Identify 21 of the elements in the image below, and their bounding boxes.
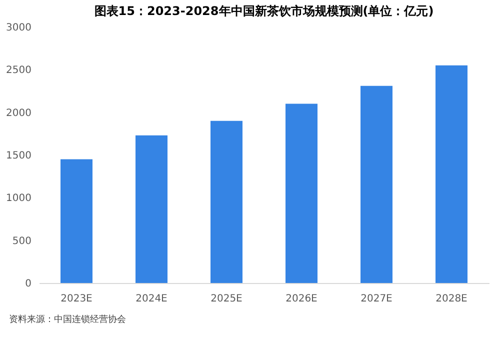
y-tick-label: 2500 — [6, 65, 32, 76]
y-tick-label: 0 — [25, 278, 32, 290]
bar — [210, 120, 242, 283]
bar — [436, 65, 468, 283]
bar — [286, 104, 318, 283]
chart-title: 图表15：2023-2028年中国新茶饮市场规模预测(单位：亿元) — [94, 4, 434, 18]
text: 资料来源：中国连锁经营协会 — [9, 314, 126, 325]
bar — [136, 135, 168, 283]
y-tick-label: 3000 — [6, 22, 32, 34]
x-tick-label: 2026E — [286, 294, 318, 304]
y-tick-label: 1000 — [6, 193, 32, 204]
bar — [60, 159, 92, 283]
bar — [360, 86, 392, 283]
y-tick-label: 1500 — [6, 150, 32, 162]
x-tick-label: 2028E — [436, 294, 468, 304]
x-tick-label: 2027E — [360, 294, 392, 304]
x-tick-label: 2024E — [136, 294, 168, 304]
x-tick-label: 2023E — [60, 294, 92, 304]
y-tick-label: 500 — [12, 236, 32, 247]
y-tick-label: 2000 — [6, 108, 32, 119]
x-tick-label: 2025E — [210, 294, 242, 304]
